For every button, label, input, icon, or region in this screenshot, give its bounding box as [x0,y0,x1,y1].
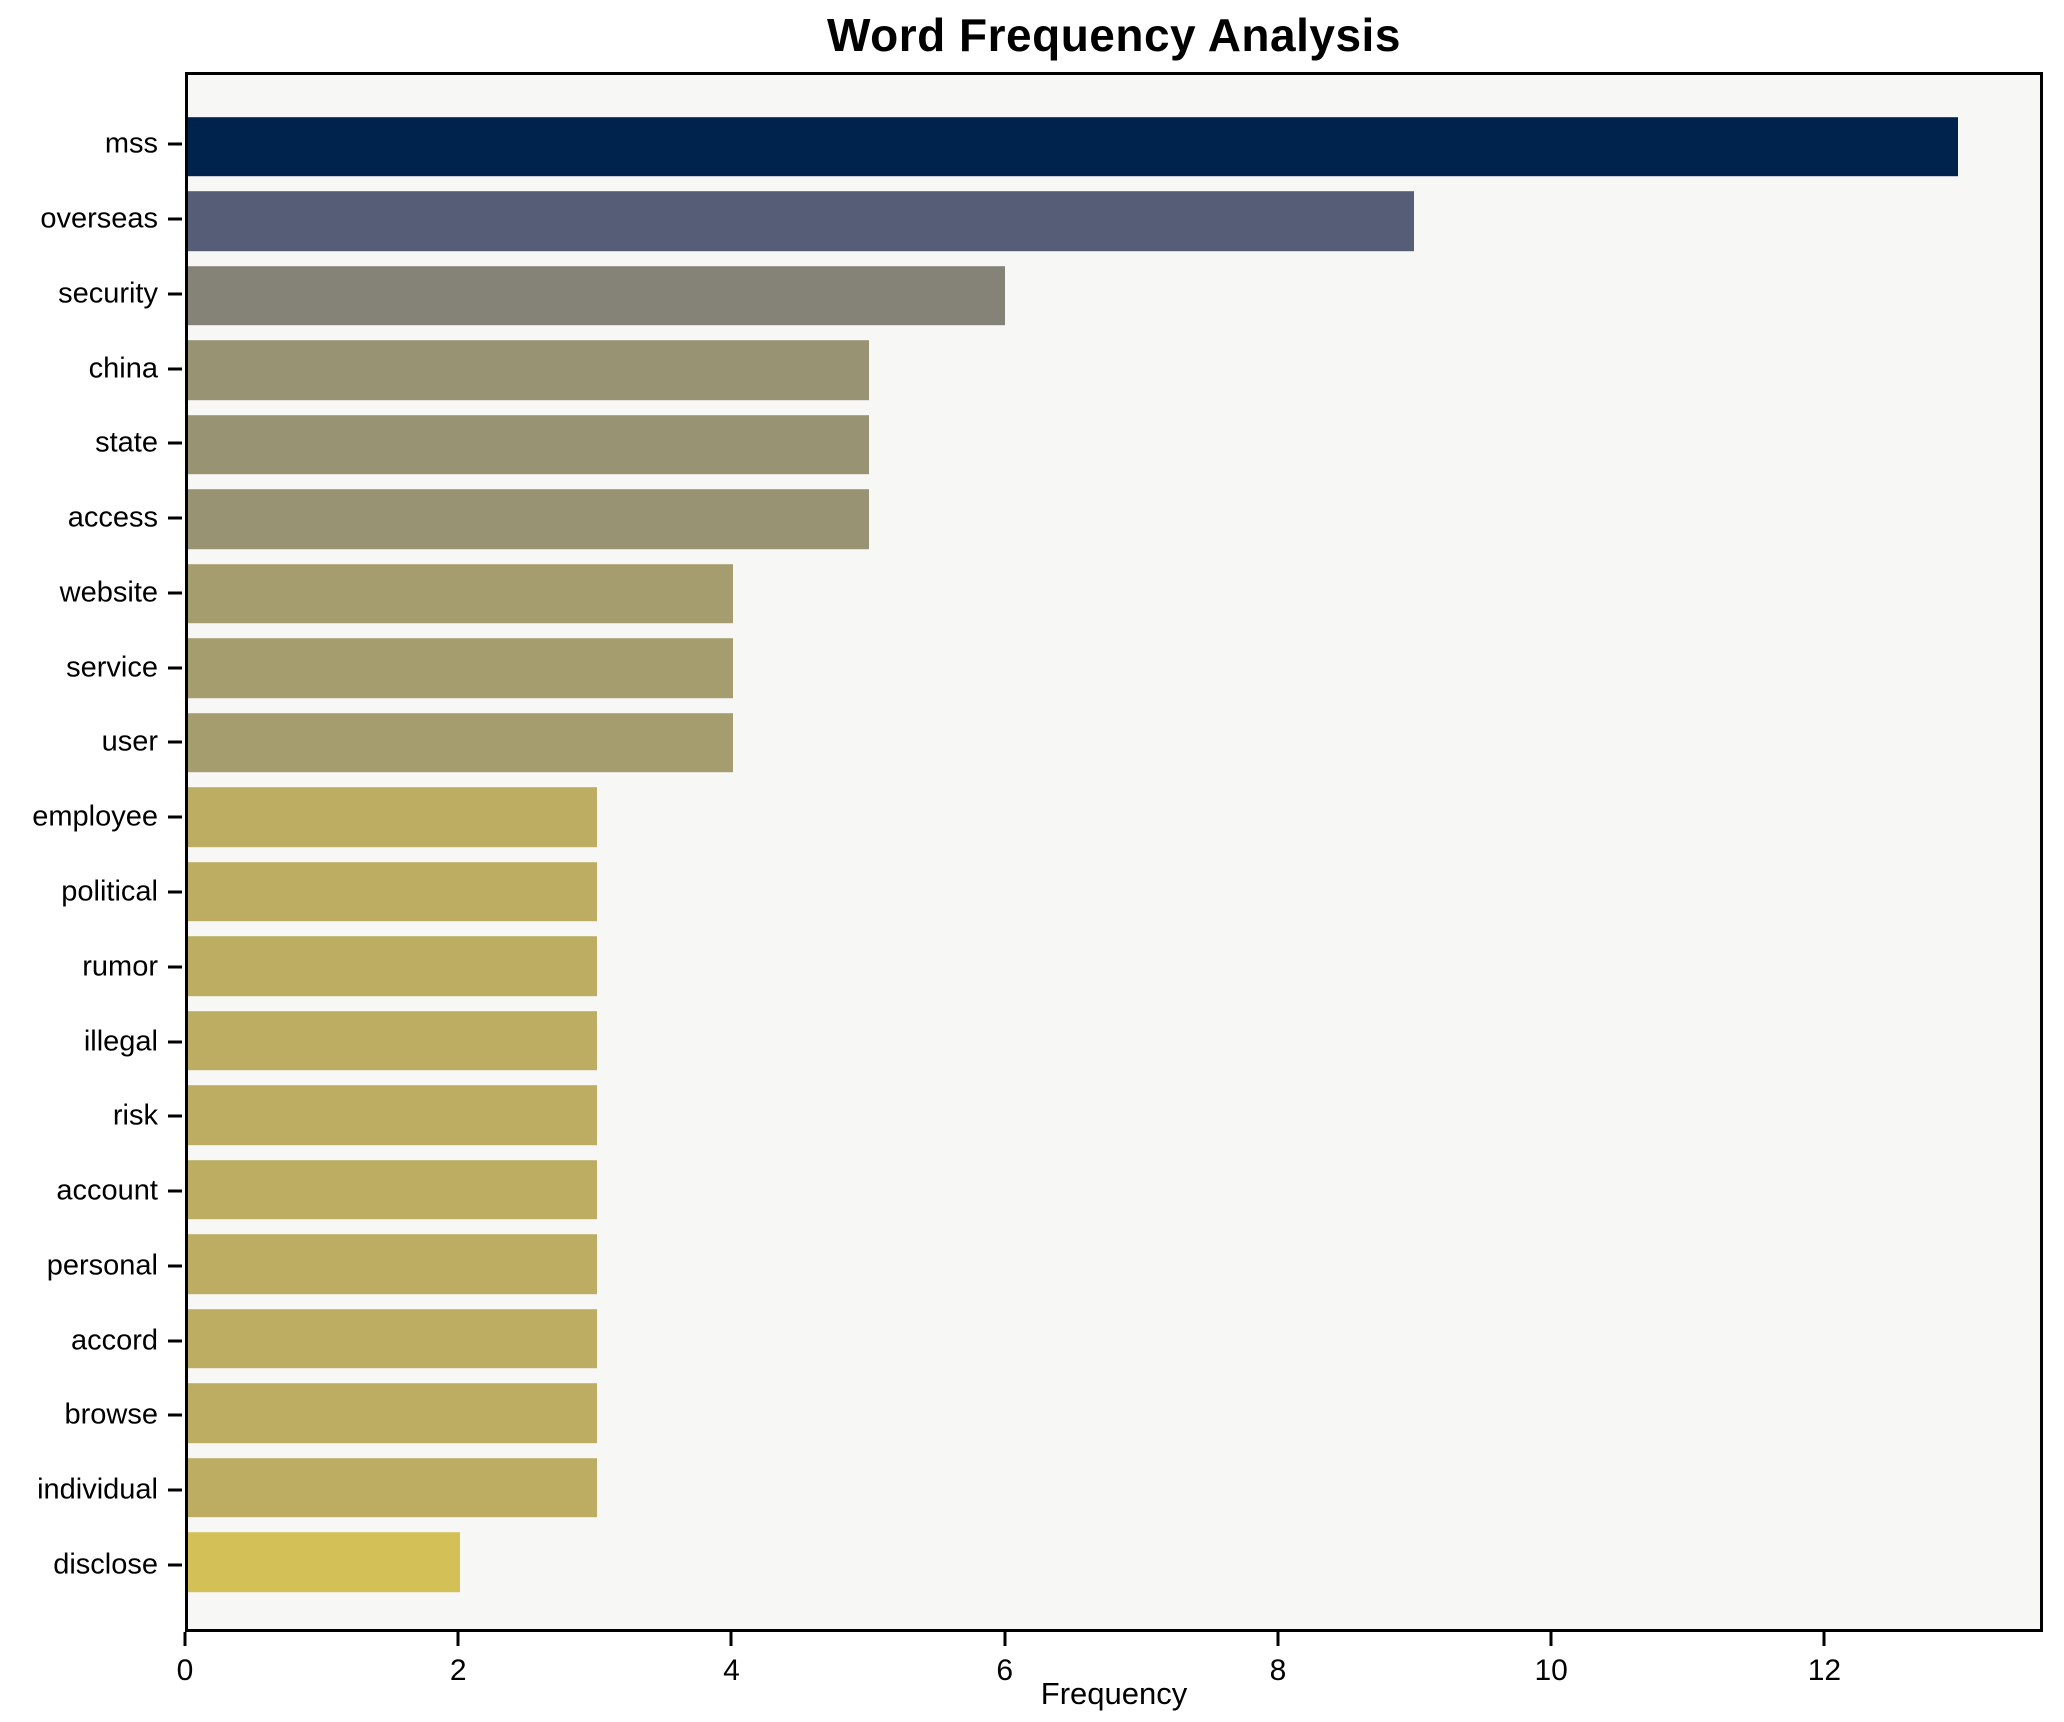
bar-china [188,340,869,401]
bar-risk [188,1085,597,1146]
plot-area [185,72,2043,1632]
y-tick-label-user: user [101,725,158,758]
y-tick-mark [168,815,182,819]
y-tick-label-account: account [56,1174,158,1207]
x-tick-mark [729,1632,733,1646]
bar-personal [188,1234,597,1295]
y-tick-mark [168,292,182,296]
y-tick-mark [168,1563,182,1567]
x-tick-mark [1549,1632,1553,1646]
x-tick-label: 0 [176,1654,194,1687]
x-axis-label: Frequency [1040,1676,1188,1711]
bar-disclose [188,1532,461,1593]
y-tick-mark [168,666,182,670]
bar-overseas [188,191,1414,252]
y-tick-mark [168,591,182,595]
y-tick-mark [168,890,182,894]
y-tick-label-overseas: overseas [40,202,158,235]
x-tick-mark [1276,1632,1280,1646]
x-tick-label: 2 [449,1654,467,1687]
bar-security [188,266,1006,326]
x-tick-label: 6 [996,1654,1014,1687]
x-axis: 0 2 4 6 8 10 12 [177,1632,2043,1702]
y-tick-mark [168,1264,182,1268]
bar-illegal [188,1011,597,1071]
y-tick-label-individual: individual [37,1473,158,1506]
chart-title: Word Frequency Analysis [827,9,1401,61]
x-tick-label: 4 [723,1654,740,1687]
y-tick-label-disclose: disclose [53,1548,158,1581]
bar-mss [188,117,1959,177]
y-tick-mark [168,367,182,371]
y-tick-label-state: state [95,426,158,459]
bar-account [188,1160,597,1220]
y-tick-mark [168,1040,182,1044]
y-tick-mark [168,1488,182,1492]
bar-website [188,564,733,624]
y-tick-label-access: access [67,501,158,534]
bar-individual [188,1458,597,1518]
y-tick-label-mss: mss [104,127,158,160]
y-tick-mark [168,740,182,744]
y-tick-mark [168,441,182,445]
y-tick-mark [168,142,182,146]
y-tick-label-service: service [66,651,158,684]
bar-service [188,638,733,699]
y-tick-mark [168,1413,182,1417]
y-tick-label-rumor: rumor [82,950,158,983]
y-tick-mark [168,1339,182,1343]
x-tick-mark [183,1632,187,1646]
y-tick-label-risk: risk [112,1099,158,1132]
bar-access [188,489,869,550]
y-tick-mark [168,516,182,520]
y-tick-label-personal: personal [46,1249,158,1282]
y-tick-label-political: political [61,875,158,908]
bar-user [188,713,733,773]
bar-political [188,862,597,922]
x-tick-label: 10 [1534,1654,1568,1687]
x-tick-mark [1822,1632,1826,1646]
y-tick-label-security: security [58,277,158,310]
y-axis-ticks [164,72,182,1632]
y-tick-label-accord: accord [70,1324,158,1357]
bar-state [188,415,869,475]
y-tick-label-illegal: illegal [83,1025,158,1058]
bar-browse [188,1383,597,1444]
x-tick-label: 8 [1269,1654,1287,1687]
y-tick-mark [168,217,182,221]
y-tick-label-china: china [88,352,158,385]
y-tick-label-employee: employee [32,800,158,833]
bar-employee [188,787,597,848]
y-tick-mark [168,965,182,969]
y-tick-mark [168,1114,182,1118]
x-tick-mark [456,1632,460,1646]
y-tick-mark [168,1189,182,1193]
y-axis-labels: mss overseas security china state access websi… [0,72,158,1632]
x-tick-mark [1003,1632,1007,1646]
x-tick-label: 12 [1807,1654,1842,1687]
bar-rumor [188,936,597,997]
y-tick-label-website: website [59,576,158,609]
y-tick-label-browse: browse [64,1398,159,1431]
bar-accord [188,1309,597,1369]
